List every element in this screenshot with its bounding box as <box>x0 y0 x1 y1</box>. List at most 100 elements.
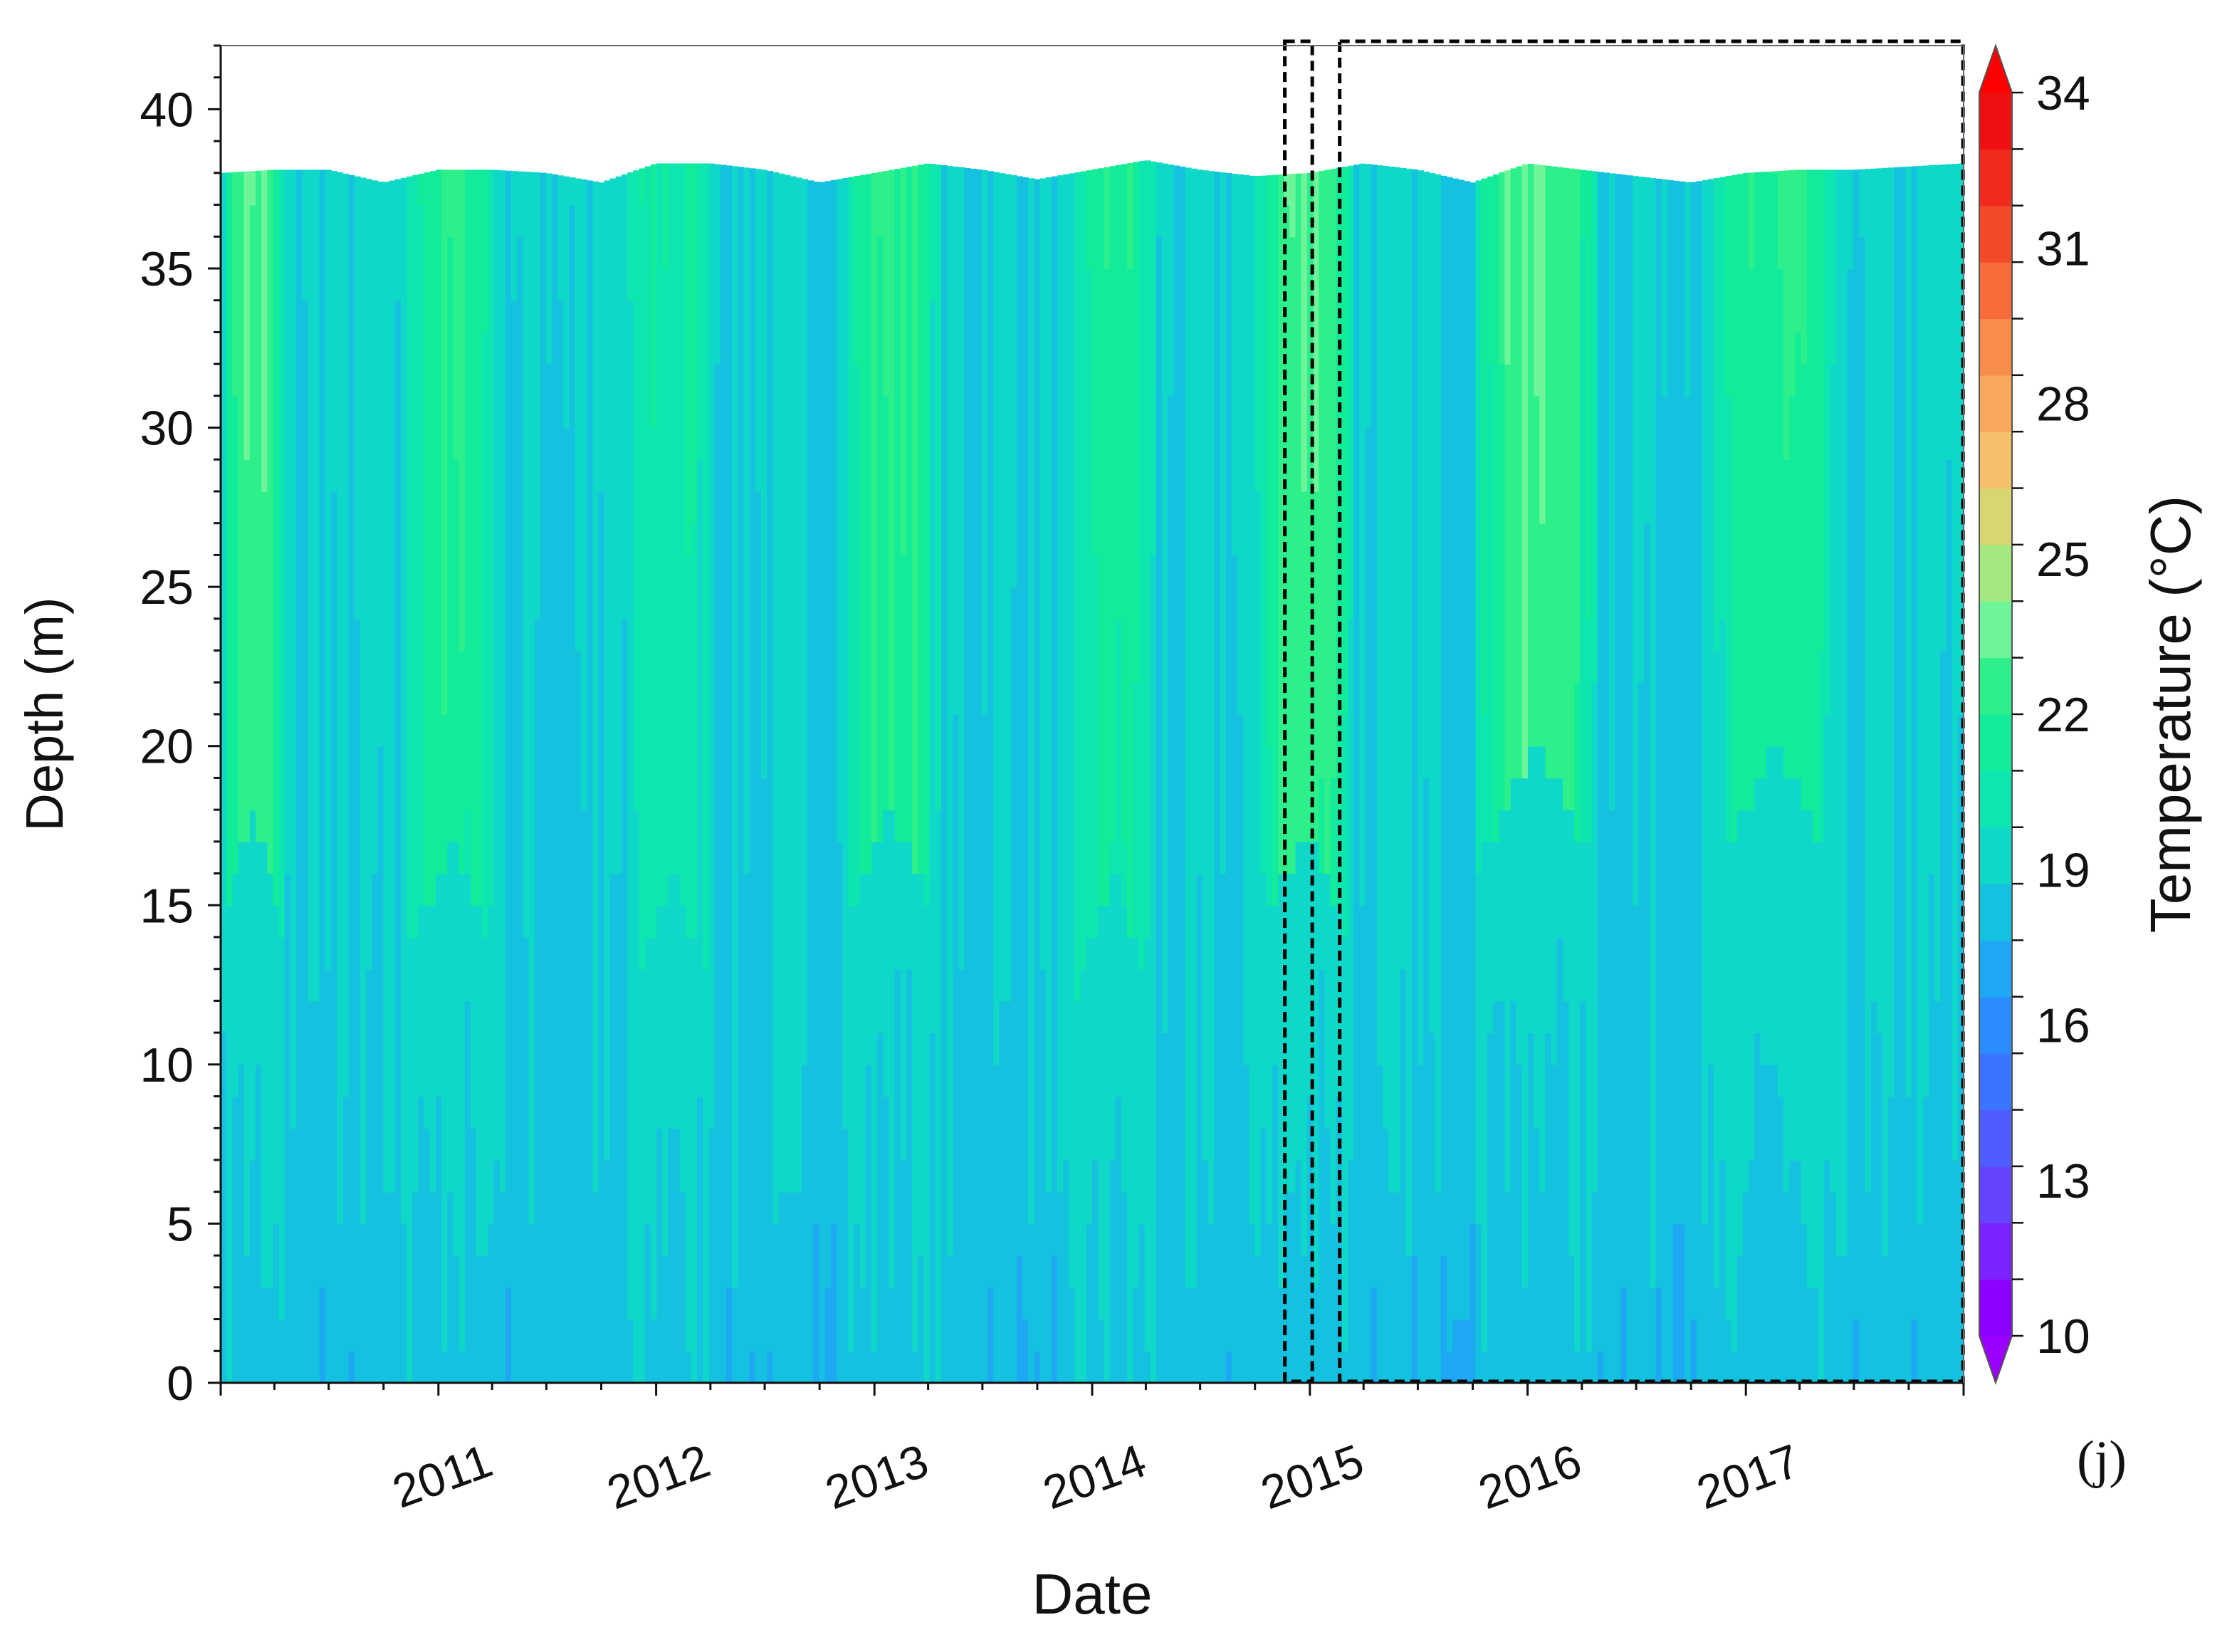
heatmap-cell <box>1341 167 1348 715</box>
heatmap-cell <box>1376 1064 1383 1383</box>
heatmap-cell <box>1295 841 1302 1161</box>
heatmap-cell <box>540 172 547 1383</box>
heatmap-cell <box>662 268 669 906</box>
heatmap-cell <box>1905 1096 1912 1383</box>
heatmap-cell <box>1644 177 1651 524</box>
heatmap-cell <box>459 873 466 1352</box>
heatmap-cell <box>1458 1319 1465 1383</box>
heatmap-cell <box>1534 395 1541 747</box>
heatmap-cell <box>1806 1287 1813 1383</box>
heatmap-cell <box>1725 1319 1732 1383</box>
heatmap-cell <box>889 810 896 1288</box>
heatmap-cell <box>1109 1160 1116 1383</box>
heatmap-cell <box>1580 169 1587 238</box>
heatmap-cell <box>1161 1032 1168 1383</box>
heatmap-cell <box>970 168 977 1383</box>
heatmap-cell <box>894 841 901 970</box>
heatmap-cell <box>1626 175 1633 1383</box>
heatmap-cell <box>243 171 251 461</box>
heatmap-cell <box>1876 168 1883 1033</box>
heatmap-cell <box>1301 173 1308 492</box>
heatmap-cell <box>691 163 698 524</box>
heatmap-cell <box>308 1000 315 1383</box>
heatmap-cell <box>325 169 332 970</box>
heatmap-cell <box>923 163 931 874</box>
y-tick-label: 20 <box>140 720 194 774</box>
heatmap-cell <box>1196 873 1203 1383</box>
heatmap-cell <box>1534 1128 1541 1383</box>
heatmap-cell <box>1168 395 1175 1383</box>
heatmap-cell <box>1714 1287 1721 1383</box>
heatmap-cell <box>767 1351 773 1383</box>
heatmap-cell <box>441 1351 449 1383</box>
heatmap-cell <box>830 179 837 1225</box>
heatmap-cell <box>1736 174 1744 810</box>
heatmap-cell <box>1841 1255 1848 1383</box>
heatmap-cell <box>708 1128 716 1383</box>
colorbar-segment <box>1979 657 2012 715</box>
heatmap-cell <box>360 1223 367 1383</box>
colorbar-segment <box>1979 375 2012 432</box>
heatmap-cell <box>1818 841 1825 1383</box>
colorbar-tick-label: 13 <box>2036 1154 2090 1208</box>
heatmap-cell <box>1620 1287 1628 1383</box>
heatmap-cell <box>1098 905 1105 1320</box>
heatmap-cell <box>1092 937 1099 1161</box>
heatmap-cell <box>429 171 436 906</box>
heatmap-cell <box>1586 618 1593 842</box>
heatmap-cell <box>1133 162 1140 684</box>
heatmap-cell <box>830 1223 837 1383</box>
heatmap-cell <box>1074 1000 1081 1383</box>
heatmap-cell <box>1673 180 1680 1225</box>
colorbar-segment <box>1979 714 2012 771</box>
heatmap-cell <box>459 169 466 652</box>
heatmap-cell <box>557 175 565 301</box>
heatmap-cell <box>1115 164 1122 620</box>
heatmap-cell <box>1249 1223 1256 1383</box>
heatmap-cell <box>1760 1064 1767 1383</box>
heatmap-cell <box>1952 1160 1959 1383</box>
heatmap-cell <box>1771 746 1778 1065</box>
heatmap-cell <box>1742 172 1749 810</box>
heatmap-cell <box>1185 167 1192 1288</box>
heatmap-cell <box>1121 1191 1128 1383</box>
heatmap-cell <box>656 163 663 906</box>
heatmap-cell <box>418 174 425 206</box>
heatmap-cell <box>1580 1000 1587 1383</box>
heatmap-cell <box>981 169 988 715</box>
heatmap-cell <box>1429 173 1436 1033</box>
heatmap-cell <box>1929 165 1935 874</box>
heatmap-cell <box>900 1160 907 1383</box>
heatmap-cell <box>1917 1223 1924 1383</box>
heatmap-cell <box>883 1096 890 1383</box>
heatmap-cell <box>900 167 907 556</box>
heatmap-cell <box>1138 1223 1146 1383</box>
colorbar-segment <box>1979 940 2012 998</box>
heatmap-cell <box>1551 778 1558 1065</box>
x-tick-label: 2015 <box>1254 1434 1370 1520</box>
heatmap-cell <box>296 169 303 1383</box>
heatmap-cell <box>1638 177 1645 684</box>
heatmap-cell <box>906 841 913 970</box>
heatmap-cell <box>447 169 454 238</box>
heatmap-cell <box>703 968 710 1383</box>
heatmap-cell <box>1005 174 1012 1002</box>
heatmap-cell <box>802 1064 808 1383</box>
heatmap-cell <box>795 177 802 1193</box>
heatmap-cell <box>854 364 861 906</box>
heatmap-cell <box>639 204 646 970</box>
heatmap-cell <box>1069 173 1076 1288</box>
heatmap-cell <box>325 968 332 1383</box>
x-tick-label: 2013 <box>819 1434 935 1520</box>
heatmap-cell <box>685 163 692 556</box>
heatmap-cell <box>1690 1319 1697 1383</box>
heatmap-cell <box>609 873 617 1383</box>
heatmap-cell <box>824 181 832 1288</box>
colorbar-tick-label: 34 <box>2036 66 2090 120</box>
heatmap-cell <box>1098 168 1105 906</box>
heatmap-cell <box>1882 167 1889 1256</box>
heatmap-cell <box>923 905 931 1383</box>
heatmap-cell <box>1719 177 1727 620</box>
heatmap-cell <box>1440 175 1447 1256</box>
heatmap-cell <box>1394 1191 1401 1383</box>
